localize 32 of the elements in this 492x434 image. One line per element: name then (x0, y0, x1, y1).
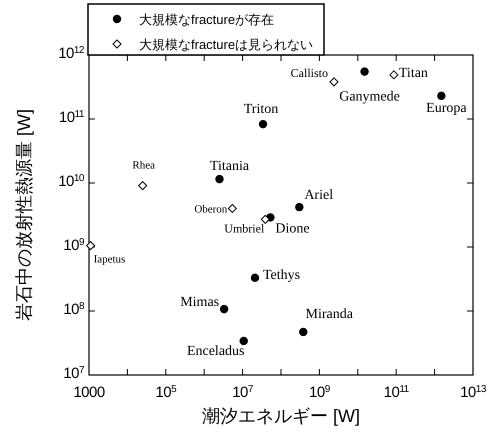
y-axis-title: 岩石中の放射性熱源量 [W] (14, 109, 34, 321)
y-tick-label: 10$^{9}$ (63, 236, 85, 254)
annotation: Oberon (194, 203, 228, 216)
x-tick-label: 10$^{13}$ (460, 384, 487, 401)
annotation: Rhea (132, 160, 156, 172)
annotation: Europa (426, 100, 468, 116)
x-axis-title: 潮汐エネルギー [W] (202, 406, 360, 426)
legend-label: 大規模なfractureは見られない (139, 37, 314, 52)
annotation: Dione (275, 221, 310, 236)
annotation: Iapetus (94, 254, 126, 266)
x-tick-label: 10$^{9}$ (309, 384, 331, 401)
annotation: Mimas (180, 295, 220, 310)
x-tick-label: 10$^{11}$ (384, 384, 410, 401)
y-tick-label: 10$^{10}$ (58, 172, 85, 190)
annotation: Titan (398, 66, 428, 81)
legend-label: 大規模なfractureが存在 (139, 12, 274, 27)
x-tick-label: 10$^{7}$ (232, 384, 254, 401)
annotation: Tethys (262, 268, 300, 283)
y-tick-label: 10$^{7}$ (63, 364, 85, 382)
y-tick-label: 10$^{12}$ (58, 44, 85, 62)
annotation: Callisto (290, 66, 328, 80)
y-tick-label: 10$^{8}$ (63, 300, 85, 318)
annotation: Ganymede (339, 90, 400, 105)
annotation: Enceladus (186, 344, 244, 359)
annotation: Ariel (304, 188, 334, 204)
annotation: Triton (244, 102, 278, 118)
annotation: Umbriel (224, 221, 265, 236)
x-tick-label: 1000 (73, 384, 105, 401)
annotation: Titania (210, 159, 250, 174)
x-tick-label: 10$^{5}$ (155, 384, 178, 401)
annotation: Miranda (306, 306, 354, 322)
y-tick-label: 10$^{11}$ (58, 108, 85, 126)
